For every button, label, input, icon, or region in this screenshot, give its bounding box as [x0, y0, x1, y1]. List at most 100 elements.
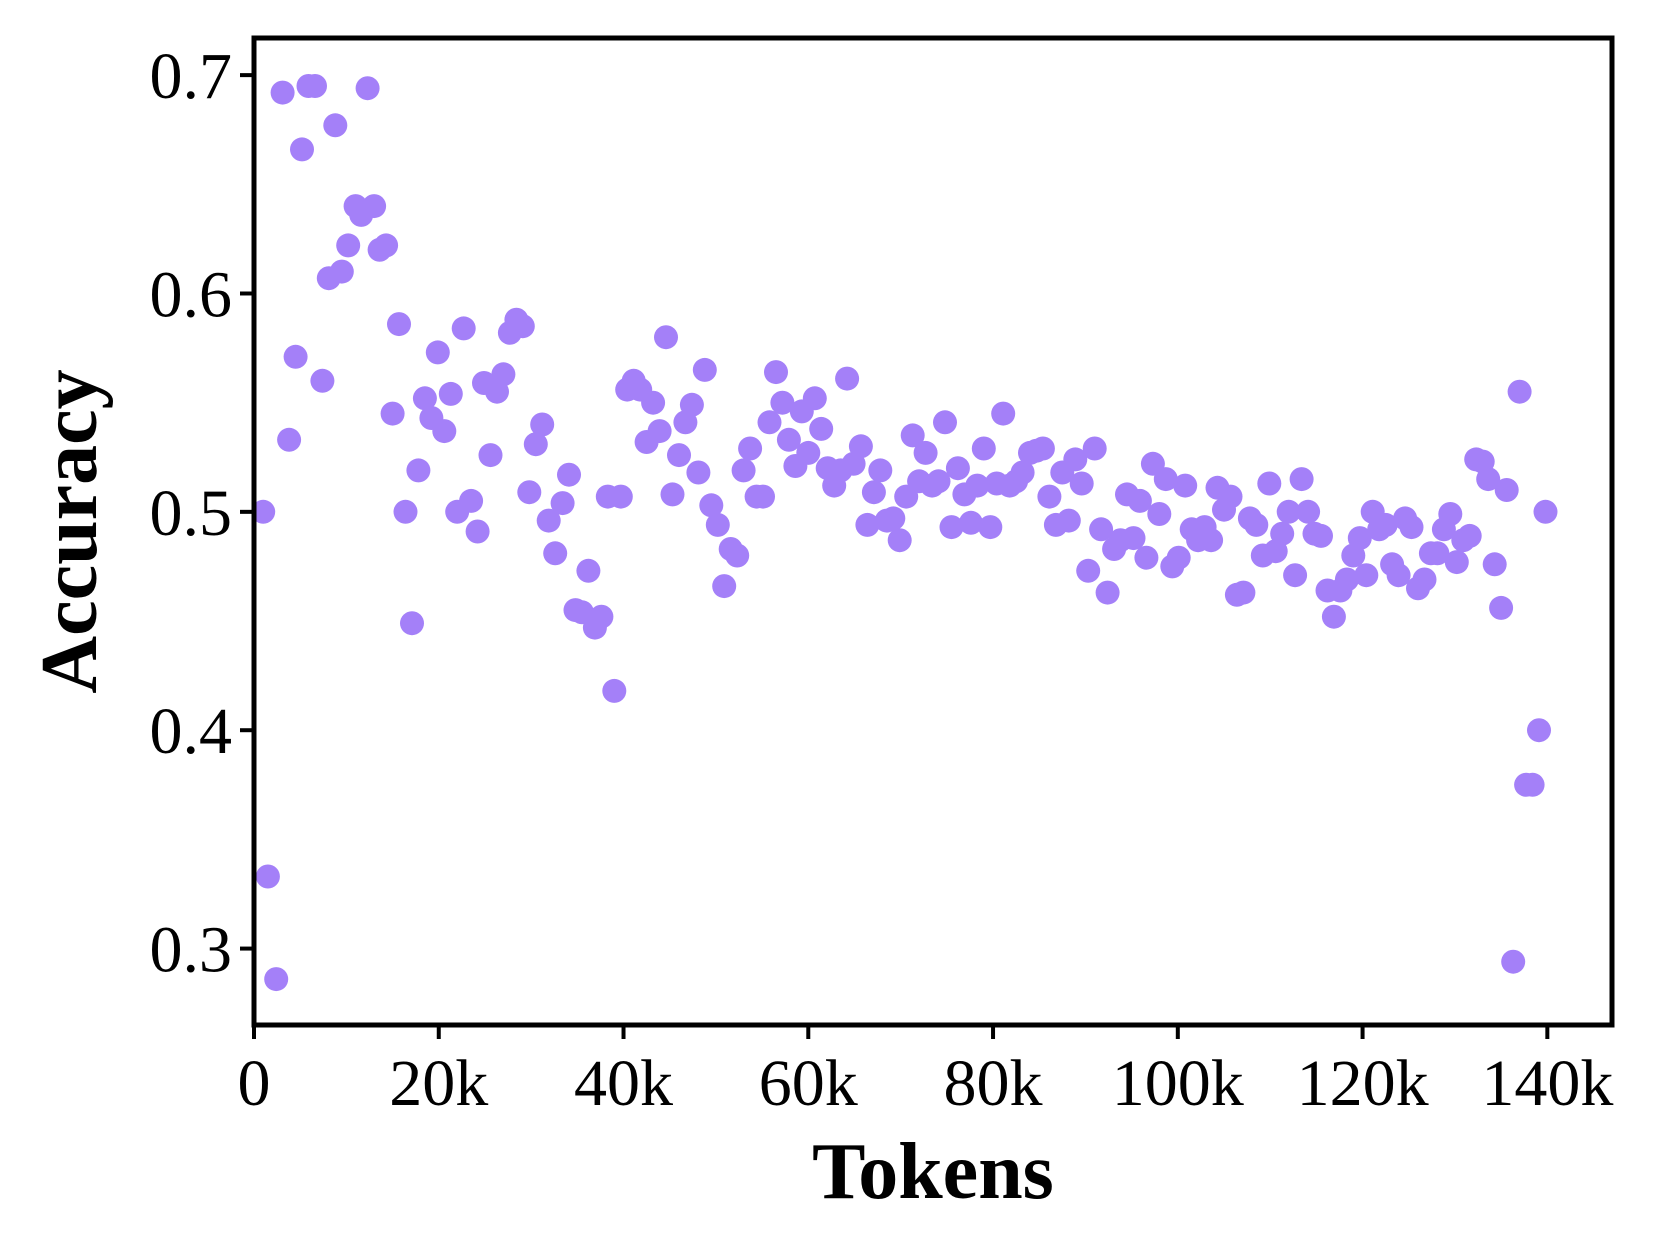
data-point — [958, 510, 983, 535]
data-point — [543, 541, 568, 566]
data-point — [374, 233, 399, 258]
data-point — [283, 344, 308, 369]
data-point — [1527, 718, 1551, 743]
data-point — [939, 515, 964, 540]
data-point — [1520, 772, 1545, 797]
data-point — [432, 419, 457, 444]
data-point — [1231, 580, 1256, 605]
data-point — [764, 360, 788, 385]
data-point — [796, 440, 821, 465]
data-point — [438, 381, 463, 406]
data-point — [692, 357, 717, 382]
data-point — [380, 401, 405, 426]
data-point — [751, 484, 775, 509]
data-point — [757, 410, 782, 435]
data-point — [1134, 545, 1159, 570]
data-point — [608, 484, 633, 509]
data-point — [1153, 467, 1178, 492]
data-point — [1063, 447, 1088, 472]
data-point — [1257, 471, 1282, 496]
data-point — [705, 512, 730, 537]
data-point — [406, 458, 431, 483]
data-point — [679, 392, 704, 417]
x-tick-label: 20k — [389, 1047, 488, 1120]
y-tick-label: 0.6 — [150, 258, 233, 331]
x-tick-label: 80k — [944, 1047, 1043, 1120]
data-point — [1309, 523, 1333, 548]
data-point — [1276, 499, 1301, 524]
data-point — [738, 436, 763, 461]
data-point — [1121, 526, 1146, 551]
data-point — [654, 325, 678, 350]
data-point — [1501, 949, 1526, 974]
data-point — [712, 574, 737, 599]
data-point — [1321, 604, 1346, 629]
data-point — [1373, 512, 1398, 537]
data-point — [855, 512, 880, 537]
data-point — [647, 419, 672, 444]
data-point — [255, 864, 280, 889]
data-point — [835, 366, 860, 391]
x-tick-label: 40k — [574, 1047, 673, 1120]
data-point — [557, 462, 581, 487]
data-point — [881, 506, 906, 531]
data-point — [1334, 567, 1359, 592]
data-point — [251, 499, 276, 524]
data-point — [491, 362, 516, 387]
x-axis-title: Tokens — [812, 1128, 1054, 1216]
data-point — [1489, 595, 1514, 620]
data-point — [1438, 502, 1463, 526]
points-layer — [251, 74, 1558, 992]
data-point — [1147, 502, 1172, 526]
data-point — [926, 469, 951, 494]
data-point — [1199, 528, 1224, 553]
data-point — [270, 80, 295, 105]
x-tick-label: 120k — [1297, 1047, 1429, 1120]
data-point — [913, 440, 938, 465]
data-point — [465, 519, 490, 544]
data-point — [550, 491, 575, 516]
data-point — [329, 259, 354, 284]
data-point — [1476, 467, 1501, 492]
ticks-layer: 0 20k 40k 60k 80k 100k 120k 140k 0.3 0.4 0.5 0.6 0.7 — [150, 40, 1614, 1120]
data-point — [303, 74, 327, 98]
data-point — [1037, 484, 1062, 509]
data-point — [1010, 460, 1035, 485]
data-point — [1386, 563, 1411, 588]
data-point — [1533, 499, 1558, 524]
data-point — [686, 460, 711, 485]
data-point — [425, 340, 450, 365]
data-point — [1354, 563, 1379, 588]
data-point — [1089, 517, 1114, 542]
data-point — [725, 543, 750, 568]
data-point — [1507, 379, 1532, 404]
x-tick-label: 0 — [238, 1047, 271, 1120]
data-point — [459, 488, 484, 513]
data-point — [641, 390, 666, 415]
data-point — [991, 401, 1016, 426]
data-point — [451, 316, 476, 341]
data-point — [660, 482, 685, 507]
x-tick-label: 60k — [759, 1047, 858, 1120]
data-point — [731, 458, 756, 483]
data-point — [1030, 436, 1055, 461]
data-point — [1076, 558, 1101, 583]
data-point — [1069, 471, 1094, 496]
data-point — [510, 314, 535, 339]
data-point — [362, 194, 387, 219]
data-point — [900, 423, 925, 448]
data-point — [776, 427, 801, 452]
y-tick-label: 0.5 — [150, 477, 233, 550]
data-point — [478, 443, 503, 468]
data-point — [699, 493, 724, 518]
y-axis-title: Accuracy — [26, 369, 114, 693]
x-tick-label: 140k — [1481, 1047, 1613, 1120]
data-point — [336, 233, 361, 258]
data-point — [264, 967, 289, 992]
data-point — [1494, 478, 1519, 502]
data-point — [1457, 523, 1482, 548]
data-point — [1244, 512, 1269, 537]
data-point — [1399, 515, 1424, 540]
data-point — [887, 528, 912, 553]
